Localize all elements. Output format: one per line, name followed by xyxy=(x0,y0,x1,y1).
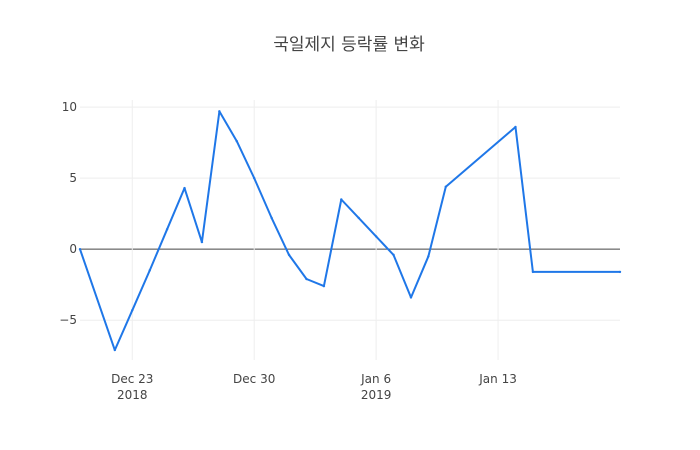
x-tick-label: Dec 23 xyxy=(111,372,153,386)
y-tick-label: −5 xyxy=(59,313,77,327)
data-point[interactable] xyxy=(305,277,308,281)
data-point[interactable] xyxy=(113,348,117,352)
x-tick-label: Jan 13 xyxy=(478,372,517,386)
data-point[interactable] xyxy=(340,198,343,201)
data-point[interactable] xyxy=(252,176,256,180)
data-point[interactable] xyxy=(78,247,82,251)
data-point[interactable] xyxy=(357,216,360,220)
data-point[interactable] xyxy=(287,253,291,257)
data-point[interactable] xyxy=(270,216,273,220)
x-tick-label: Dec 30 xyxy=(233,372,275,386)
data-point[interactable] xyxy=(200,240,204,244)
data-point[interactable] xyxy=(427,255,430,258)
data-point[interactable] xyxy=(531,270,535,274)
data-point[interactable] xyxy=(514,125,517,129)
data-point[interactable] xyxy=(148,269,151,272)
data-point[interactable] xyxy=(235,140,238,143)
x-tick-label: Jan 6 xyxy=(360,372,391,386)
grid-layer xyxy=(80,100,620,360)
data-point[interactable] xyxy=(444,185,448,188)
data-point[interactable] xyxy=(322,284,326,288)
y-tick-label: 0 xyxy=(69,242,77,256)
series-line[interactable] xyxy=(79,110,620,352)
data-point[interactable] xyxy=(618,270,622,274)
x-tick-year-label: 2018 xyxy=(117,388,148,402)
data-point[interactable] xyxy=(392,253,395,257)
data-point[interactable] xyxy=(374,235,378,238)
data-point[interactable] xyxy=(131,309,134,312)
data-point[interactable] xyxy=(183,186,186,190)
chart-title: 국일제지 등락률 변화 xyxy=(273,35,425,55)
data-point[interactable] xyxy=(218,110,221,113)
x-tick-year-label: 2019 xyxy=(361,388,392,402)
y-tick-label: 5 xyxy=(69,171,77,185)
series-layer[interactable] xyxy=(78,110,622,352)
y-tick-label: 10 xyxy=(62,100,77,114)
data-point[interactable] xyxy=(165,228,169,231)
data-point[interactable] xyxy=(409,296,413,299)
axis-layer: 10 5 0 −5 Dec 23 2018 Dec 30 Jan 6 2019 Jan 13 xyxy=(59,100,517,402)
